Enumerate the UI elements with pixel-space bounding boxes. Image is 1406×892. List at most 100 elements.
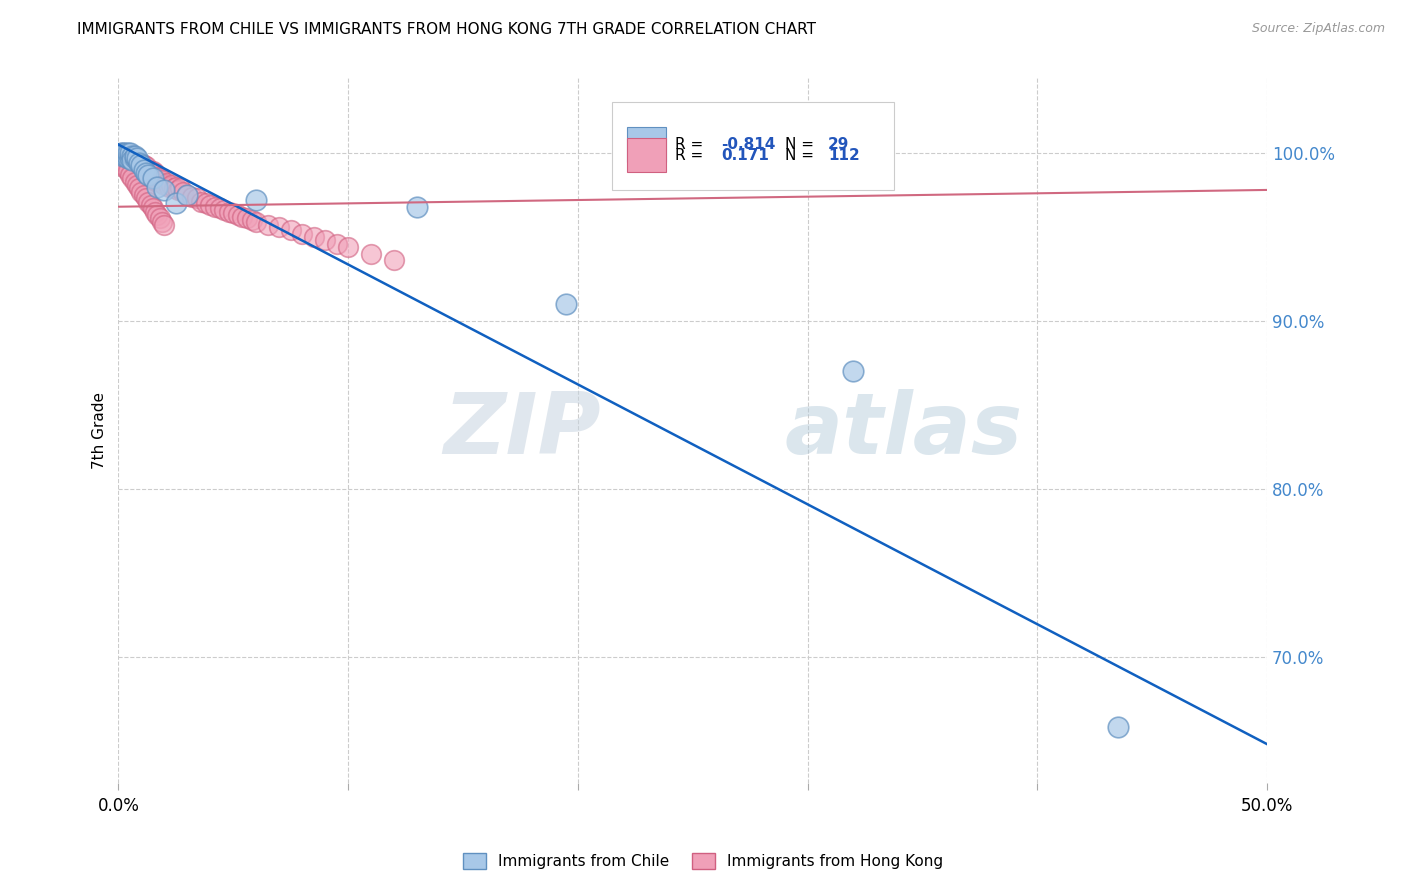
Point xyxy=(132,158,155,172)
Point xyxy=(112,149,135,163)
Point xyxy=(167,183,190,197)
Text: ZIP: ZIP xyxy=(443,389,600,472)
Point xyxy=(114,146,136,161)
Point xyxy=(124,156,146,170)
Point xyxy=(150,176,173,190)
Point xyxy=(139,164,162,178)
Point xyxy=(150,215,173,229)
Point xyxy=(160,178,183,192)
Point xyxy=(153,218,176,232)
Point xyxy=(200,198,222,212)
Point xyxy=(128,162,150,177)
Point xyxy=(110,146,132,161)
Point xyxy=(121,154,143,169)
Point xyxy=(131,162,153,177)
Point xyxy=(135,168,157,182)
Point xyxy=(194,196,217,211)
Point xyxy=(142,171,165,186)
Point xyxy=(118,168,141,182)
Point xyxy=(136,194,159,209)
Point xyxy=(256,218,278,232)
Point xyxy=(121,158,143,172)
Point xyxy=(110,149,132,163)
Point xyxy=(176,188,198,202)
Text: 112: 112 xyxy=(828,147,860,162)
Point xyxy=(302,230,325,244)
Point xyxy=(172,185,194,199)
Point xyxy=(131,185,153,199)
FancyBboxPatch shape xyxy=(612,102,894,190)
Point xyxy=(325,236,347,251)
Point xyxy=(231,210,253,224)
Point xyxy=(314,233,336,247)
Point xyxy=(157,179,180,194)
Point xyxy=(162,181,184,195)
Point xyxy=(146,208,169,222)
Point xyxy=(118,149,141,163)
Point xyxy=(124,160,146,174)
Point xyxy=(142,202,165,216)
Point xyxy=(132,166,155,180)
Point xyxy=(117,151,139,165)
Point xyxy=(136,169,159,184)
Point xyxy=(121,161,143,175)
Point xyxy=(114,149,136,163)
Point xyxy=(114,146,136,161)
Text: 29: 29 xyxy=(828,137,849,152)
Point xyxy=(135,162,157,177)
Y-axis label: 7th Grade: 7th Grade xyxy=(93,392,107,468)
Text: IMMIGRANTS FROM CHILE VS IMMIGRANTS FROM HONG KONG 7TH GRADE CORRELATION CHART: IMMIGRANTS FROM CHILE VS IMMIGRANTS FROM… xyxy=(77,22,817,37)
Point xyxy=(121,149,143,163)
Point xyxy=(124,175,146,189)
Point xyxy=(1107,720,1129,734)
Point xyxy=(118,151,141,165)
Point xyxy=(337,240,360,254)
Point xyxy=(240,213,263,227)
Point xyxy=(245,215,267,229)
Point xyxy=(135,191,157,205)
Point xyxy=(128,156,150,170)
Point xyxy=(226,208,249,222)
Point xyxy=(169,181,191,195)
Point xyxy=(112,151,135,165)
Point xyxy=(146,169,169,184)
Point xyxy=(114,161,136,175)
Point xyxy=(132,161,155,175)
Point xyxy=(121,147,143,161)
Text: N =: N = xyxy=(785,147,818,162)
Point xyxy=(131,158,153,172)
Text: -0.814: -0.814 xyxy=(721,137,776,152)
Point xyxy=(128,181,150,195)
Point xyxy=(112,153,135,167)
Point xyxy=(131,160,153,174)
Point xyxy=(117,154,139,169)
Point xyxy=(139,168,162,182)
Point xyxy=(121,151,143,165)
Point xyxy=(142,171,165,186)
Point xyxy=(131,156,153,170)
Point xyxy=(245,193,267,207)
Point xyxy=(118,156,141,170)
Point xyxy=(125,161,148,175)
Point xyxy=(143,169,166,184)
Point xyxy=(360,246,382,260)
Point xyxy=(269,219,291,234)
Point xyxy=(125,164,148,178)
Point xyxy=(280,223,302,237)
Point xyxy=(117,164,139,178)
Point xyxy=(118,146,141,161)
Point xyxy=(190,194,212,209)
Point xyxy=(204,200,226,214)
Point xyxy=(112,149,135,163)
Point xyxy=(143,204,166,219)
Point xyxy=(125,158,148,172)
Point xyxy=(218,204,240,219)
Point xyxy=(842,364,865,378)
Point xyxy=(112,147,135,161)
FancyBboxPatch shape xyxy=(627,137,666,172)
Point xyxy=(128,156,150,170)
Point xyxy=(150,173,173,187)
Point xyxy=(125,178,148,192)
Point xyxy=(136,168,159,182)
Point xyxy=(128,160,150,174)
